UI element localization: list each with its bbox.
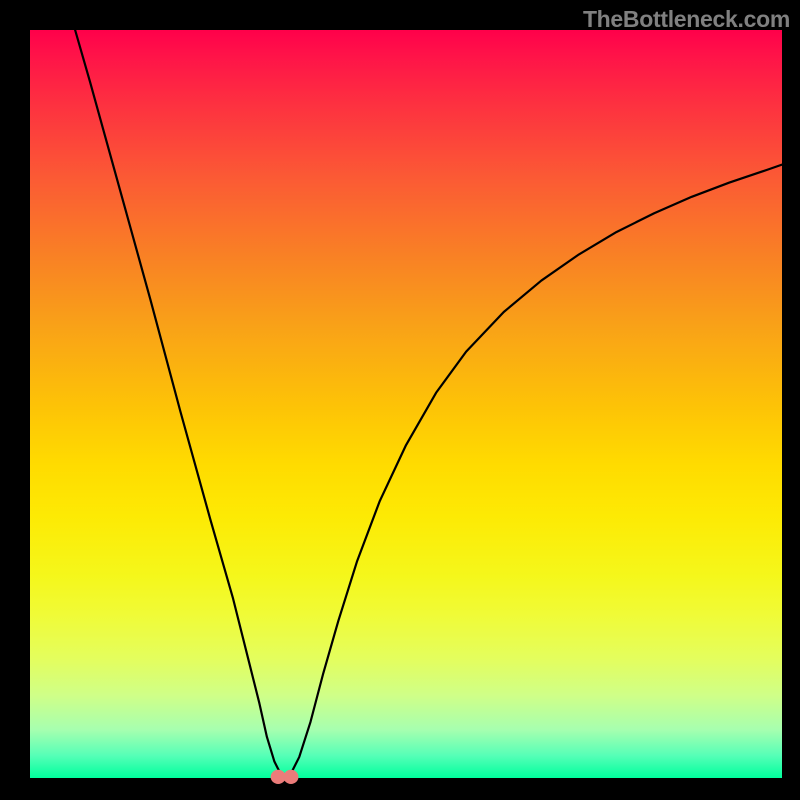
watermark-text: TheBottleneck.com: [583, 6, 790, 33]
chart-background: [30, 30, 782, 778]
chart-container: [0, 0, 800, 800]
bottleneck-chart: [0, 0, 800, 800]
